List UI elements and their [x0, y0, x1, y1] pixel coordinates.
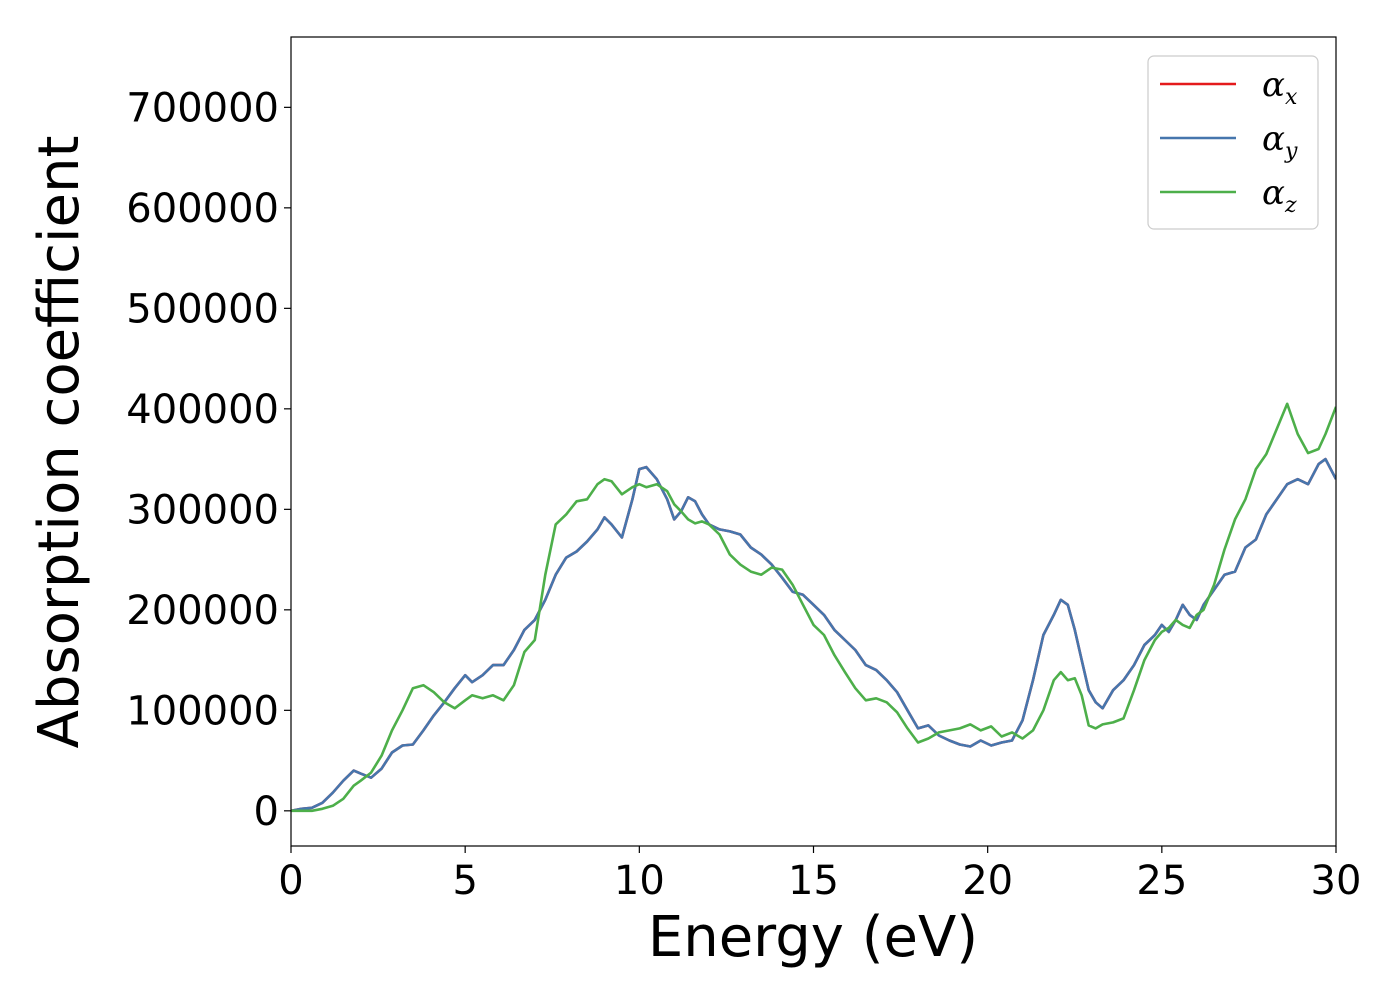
legend-box: [1147, 55, 1319, 230]
series-layer: [291, 402, 1336, 813]
series-line-y: [291, 457, 1336, 813]
y-tick-label: 300000: [126, 487, 279, 533]
x-axis-title: Energy (eV): [648, 905, 978, 970]
x-tick-label: 30: [1311, 858, 1362, 904]
y-tick-label: 500000: [126, 286, 279, 332]
y-tick-label: 100000: [126, 688, 279, 734]
series-line-z: [291, 402, 1336, 813]
y-axis-title: Absorption coefficient: [27, 136, 92, 749]
y-tick-label: 600000: [126, 186, 279, 232]
legend-subscript: x: [1285, 85, 1298, 110]
axes-layer: 0 5 10 15 20 25 30 0 100000 200000 300000 400000 500…: [126, 36, 1362, 904]
y-tick-label: 400000: [126, 387, 279, 433]
y-tick-label: 200000: [126, 588, 279, 634]
y-tick-label: 700000: [126, 85, 279, 131]
legend-subscript: z: [1284, 193, 1297, 218]
x-tick-label: 25: [1136, 858, 1187, 904]
x-tick-label: 10: [614, 858, 665, 904]
x-tick-label: 5: [452, 858, 477, 904]
x-tick-label: 20: [962, 858, 1013, 904]
legend-subscript: y: [1284, 139, 1298, 164]
x-tick-label: 15: [788, 858, 839, 904]
y-tick-label: 0: [254, 789, 279, 835]
x-tick-label: 0: [278, 858, 303, 904]
